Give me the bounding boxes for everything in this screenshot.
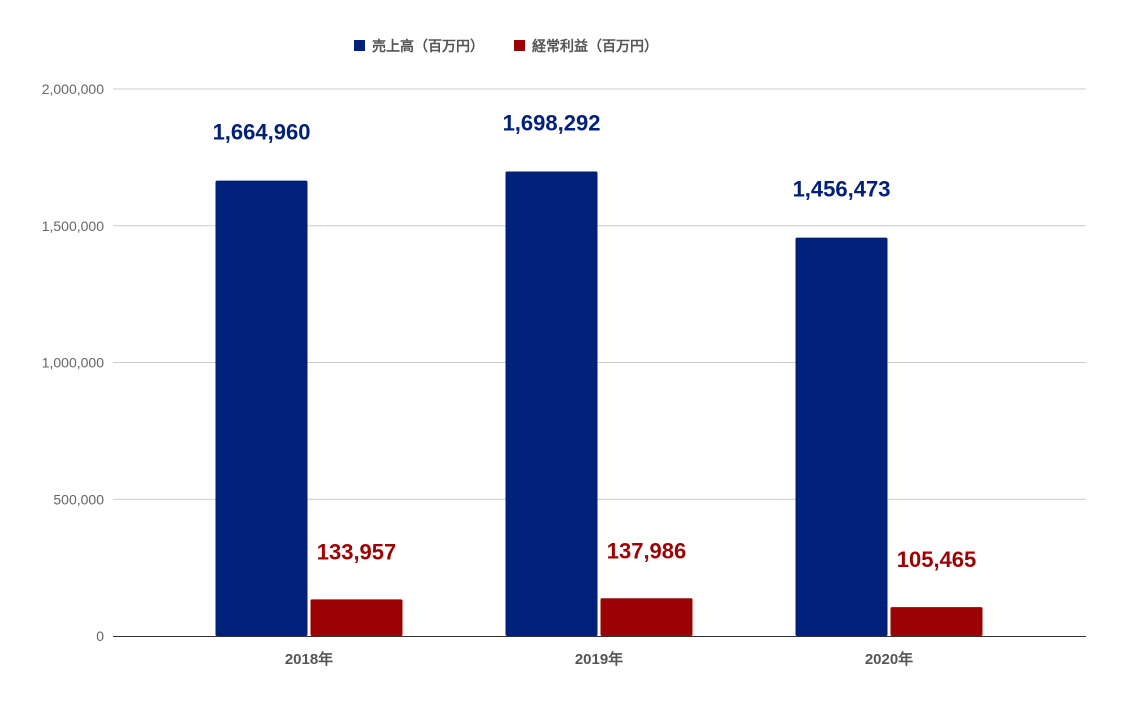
legend-swatch xyxy=(354,40,365,51)
data-label: 137,986 xyxy=(607,538,687,563)
bar-series-2-1 xyxy=(310,599,403,636)
x-tick-label: 2020年 xyxy=(865,650,913,668)
x-axis-labels: 2018年 2019年 2020年 xyxy=(285,650,913,668)
x-tick-label: 2019年 xyxy=(575,650,623,668)
legend: 売上高（百万円） 経常利益（百万円） xyxy=(354,38,658,55)
legend-swatch xyxy=(514,40,525,51)
y-tick-label: 2,000,000 xyxy=(42,81,104,97)
data-label: 1,664,960 xyxy=(213,120,311,145)
legend-label: 売上高（百万円） xyxy=(372,38,484,55)
data-label: 1,698,292 xyxy=(503,111,601,136)
y-tick-label: 0 xyxy=(96,628,104,644)
legend-label: 経常利益（百万円） xyxy=(532,38,658,55)
y-tick-label: 1,000,000 xyxy=(42,355,104,371)
data-label: 133,957 xyxy=(317,539,397,564)
bar-series-1-1 xyxy=(215,180,308,637)
data-label: 105,465 xyxy=(897,547,977,572)
bars xyxy=(215,171,983,637)
bar-series-2-2 xyxy=(600,598,693,636)
y-tick-label: 1,500,000 xyxy=(42,218,104,234)
y-axis-ticks: 0 500,000 1,000,000 1,500,000 2,000,000 xyxy=(42,81,105,644)
x-tick-label: 2018年 xyxy=(285,650,333,668)
data-labels: 1,664,960 133,957 1,698,292 137,986 1,456,47… xyxy=(213,111,977,573)
y-tick-label: 500,000 xyxy=(53,491,104,507)
bar-series-1-2 xyxy=(505,171,598,636)
bar-series-2-3 xyxy=(890,607,983,636)
bar-series-1-3 xyxy=(795,237,888,636)
data-label: 1,456,473 xyxy=(793,177,891,202)
